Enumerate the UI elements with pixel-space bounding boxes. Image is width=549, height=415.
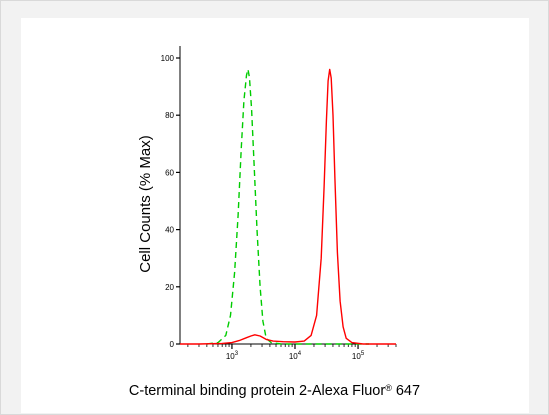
y-tick-label: 100: [161, 54, 175, 63]
x-tick-label: 105: [352, 351, 365, 361]
x-axis-title-suffix: 647: [391, 383, 421, 399]
y-tick-label: 40: [165, 226, 174, 235]
y-tick-label: 0: [170, 340, 175, 349]
antibody-stained-curve: [180, 68, 396, 345]
y-tick-label: 60: [165, 168, 174, 177]
plot-area: [180, 68, 396, 345]
x-axis-title: C-terminal binding protein 2-Alexa Fluor…: [0, 383, 549, 399]
y-tick-label: 80: [165, 111, 174, 120]
figure-panel: [21, 18, 529, 413]
y-tick-label: 20: [165, 283, 174, 292]
registered-mark: ®: [385, 383, 392, 393]
y-axis-title: Cell Counts (% Max): [137, 135, 154, 273]
x-axis-title-text: C-terminal binding protein 2-Alexa Fluor: [128, 383, 386, 399]
x-tick-label: 103: [226, 351, 239, 361]
isotype-control-curve: [206, 68, 370, 345]
x-tick-label: 104: [289, 351, 302, 361]
axes: 0 20 40 60 80 100 103 104 105: [161, 46, 397, 361]
